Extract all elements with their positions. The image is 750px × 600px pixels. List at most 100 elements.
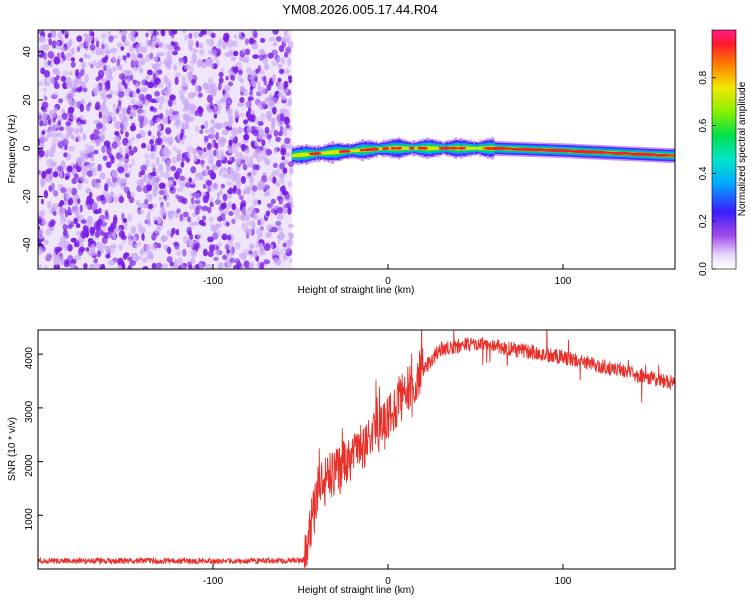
noise-speckle xyxy=(209,127,216,136)
noise-speckle xyxy=(164,88,169,98)
noise-speckle xyxy=(180,121,188,127)
noise-speckle xyxy=(167,210,176,215)
snr-x-ticks: -100 0 100 xyxy=(203,564,572,587)
colorbar-tick-label: 0.0 xyxy=(698,262,709,276)
noise-speckle xyxy=(108,35,114,43)
noise-speckle xyxy=(146,251,153,260)
noise-speckle xyxy=(224,51,232,58)
noise-speckle xyxy=(61,112,68,120)
noise-speckle xyxy=(261,86,266,95)
noise-speckle xyxy=(175,194,180,199)
snr-x-axis-label: Height of straight line (km) xyxy=(298,585,415,596)
noise-speckle xyxy=(169,94,176,101)
noise-speckle xyxy=(151,171,157,177)
noise-speckle xyxy=(127,256,133,262)
signal-band-segment xyxy=(329,150,332,155)
noise-speckle xyxy=(240,86,245,94)
noise-speckle xyxy=(43,70,51,78)
noise-speckle xyxy=(174,113,181,119)
noise-speckle xyxy=(203,248,208,257)
noise-speckle xyxy=(62,224,68,231)
noise-speckle xyxy=(107,30,111,36)
noise-speckle xyxy=(270,208,276,214)
noise-speckle xyxy=(41,101,49,109)
noise-speckle xyxy=(103,56,108,64)
noise-speckle xyxy=(287,206,292,215)
spectrogram-y-tick-label: 40 xyxy=(22,46,33,58)
noise-speckle xyxy=(265,231,272,238)
noise-speckle xyxy=(276,206,283,214)
noise-speckle xyxy=(118,73,126,80)
noise-speckle xyxy=(40,179,45,188)
noise-speckle xyxy=(206,180,213,187)
noise-speckle xyxy=(52,171,59,178)
noise-speckle xyxy=(123,41,130,47)
noise-speckle xyxy=(226,173,231,180)
noise-speckle xyxy=(285,152,292,157)
noise-speckle xyxy=(109,224,115,231)
noise-speckle xyxy=(45,251,53,260)
noise-speckle xyxy=(122,30,127,37)
noise-speckle xyxy=(265,188,271,195)
noise-speckle xyxy=(131,158,135,167)
noise-speckle xyxy=(201,205,209,211)
noise-speckle xyxy=(54,122,59,129)
noise-speckle xyxy=(229,257,235,264)
noise-speckle xyxy=(83,263,88,269)
noise-speckle xyxy=(234,214,242,220)
noise-speckle xyxy=(117,166,125,174)
noise-speckle xyxy=(121,178,125,185)
signal-band-segment xyxy=(468,146,471,150)
noise-speckle xyxy=(257,260,261,266)
noise-speckle xyxy=(221,41,227,50)
noise-speckle xyxy=(91,202,99,210)
noise-speckle xyxy=(67,206,71,214)
noise-speckle xyxy=(189,47,194,52)
noise-speckle xyxy=(279,68,285,74)
noise-speckle xyxy=(48,38,53,46)
noise-speckle xyxy=(140,109,147,116)
noise-speckle xyxy=(100,172,106,179)
noise-speckle xyxy=(271,227,278,233)
noise-speckle xyxy=(189,110,195,115)
noise-speckle xyxy=(98,214,106,222)
noise-speckle xyxy=(124,173,130,178)
noise-speckle xyxy=(177,152,183,162)
noise-speckle xyxy=(207,250,214,257)
noise-speckle xyxy=(85,247,90,252)
noise-speckle xyxy=(141,232,145,241)
noise-speckle xyxy=(122,112,127,121)
noise-speckle xyxy=(240,144,245,150)
noise-speckle xyxy=(282,36,286,43)
noise-speckle xyxy=(180,82,189,91)
noise-speckle xyxy=(165,137,173,145)
noise-speckle xyxy=(51,77,55,85)
noise-speckle xyxy=(88,101,92,107)
noise-speckle xyxy=(237,188,241,197)
noise-speckle xyxy=(209,61,215,69)
noise-speckle xyxy=(39,209,46,216)
noise-speckle xyxy=(78,86,83,92)
noise-speckle xyxy=(200,124,205,130)
noise-speckle xyxy=(71,134,75,140)
noise-speckle xyxy=(246,175,251,180)
noise-speckle xyxy=(279,113,285,122)
noise-speckle xyxy=(63,152,68,158)
noise-speckle xyxy=(81,167,89,176)
signal-peak xyxy=(485,146,491,150)
noise-speckle xyxy=(277,238,281,246)
noise-speckle xyxy=(244,221,249,229)
noise-speckle xyxy=(199,175,204,181)
snr-line xyxy=(38,330,675,568)
noise-speckle xyxy=(247,187,251,194)
noise-speckle xyxy=(70,237,77,243)
noise-speckle xyxy=(259,105,264,111)
noise-speckle xyxy=(51,30,57,39)
noise-speckle xyxy=(64,172,71,179)
noise-speckle xyxy=(59,170,63,179)
noise-speckle xyxy=(233,34,238,40)
noise-speckle xyxy=(193,155,198,163)
noise-speckle xyxy=(117,257,124,266)
noise-speckle xyxy=(39,134,46,143)
noise-speckle xyxy=(280,248,285,255)
